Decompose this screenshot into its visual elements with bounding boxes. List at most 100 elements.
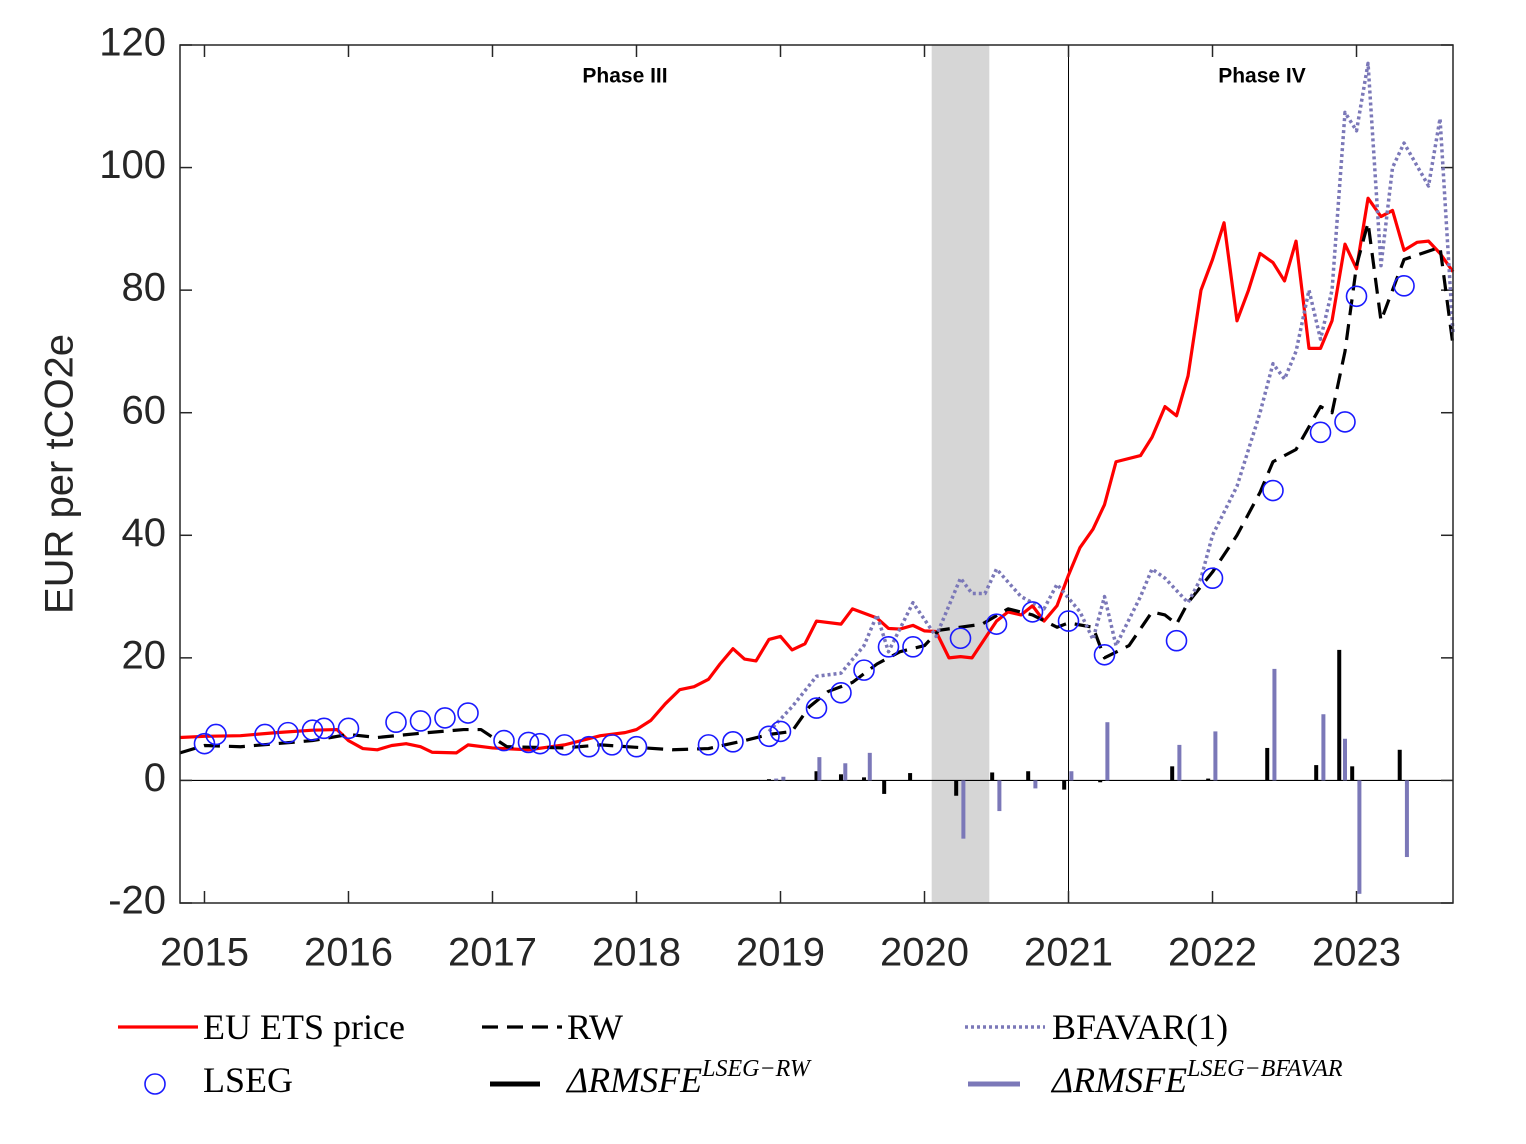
legend-superscript: LSEG−BFAVAR (1186, 1056, 1343, 1082)
data-point (1021, 601, 1044, 623)
bar (1350, 766, 1355, 781)
x-tick-label: 2023 (1312, 931, 1401, 975)
y-tick-label: 80 (122, 266, 167, 310)
data-point (1262, 479, 1284, 502)
data-point (578, 735, 600, 758)
data-point (1309, 421, 1332, 444)
bar (1337, 649, 1342, 781)
data-point (277, 721, 299, 744)
data-point (517, 731, 540, 754)
bar (781, 776, 786, 781)
bar (1026, 771, 1031, 781)
bar (1213, 731, 1218, 781)
data-point (409, 710, 432, 732)
data-point (985, 613, 1008, 635)
bar (882, 780, 887, 794)
data-point (337, 717, 360, 740)
data-point (697, 734, 720, 756)
bar (814, 771, 819, 781)
legend-label: ΔRMSFELSEG−RW (565, 1056, 812, 1100)
data-point (722, 731, 744, 753)
bar (1177, 744, 1182, 781)
x-tick-label: 2019 (736, 931, 825, 975)
legend-label: EU ETS price (203, 1007, 405, 1047)
bar (1314, 765, 1319, 781)
annotation: Phase III (582, 65, 667, 88)
data-point (553, 734, 576, 756)
bar (843, 763, 848, 781)
y-axis-label: EUR per tCO2e (38, 334, 82, 614)
x-tick-label: 2022 (1168, 931, 1257, 975)
x-tick-label: 2018 (592, 931, 681, 975)
y-tick-label: 0 (144, 756, 166, 800)
bar (1321, 714, 1326, 781)
series-line (767, 61, 1455, 733)
legend-label: ΔRMSFELSEG−BFAVAR (1050, 1056, 1343, 1100)
bar (1033, 780, 1038, 789)
bar (862, 777, 867, 781)
legend-name: LSEG (203, 1060, 293, 1100)
bar (1265, 747, 1270, 781)
legend-name: BFAVAR(1) (1052, 1007, 1228, 1047)
bar (954, 780, 959, 796)
data-point (1201, 567, 1224, 589)
x-tick-label: 2015 (160, 931, 249, 975)
x-tick-label: 2016 (304, 931, 393, 975)
bar (1062, 780, 1067, 790)
data-point (902, 636, 924, 658)
bar (774, 778, 779, 781)
bar (961, 780, 966, 839)
bar (817, 757, 822, 781)
data-point (457, 702, 479, 724)
data-point (758, 725, 780, 748)
y-tick-label: -20 (108, 879, 166, 923)
bar (1342, 738, 1347, 781)
bar (1069, 771, 1074, 781)
legend-label: LSEG (203, 1060, 293, 1100)
legend-superscript: LSEG−RW (701, 1056, 812, 1082)
y-tick-label: 20 (122, 633, 167, 677)
data-point (254, 723, 276, 746)
data-point (1345, 285, 1368, 308)
shaded-region (931, 45, 990, 903)
x-tick-label: 2017 (448, 931, 537, 975)
data-point (625, 735, 648, 758)
bar (1357, 780, 1362, 894)
bar (990, 772, 995, 781)
data-point (601, 734, 623, 756)
data-point (853, 659, 875, 681)
legend-label: BFAVAR(1) (1052, 1007, 1228, 1047)
data-point (1165, 629, 1188, 652)
y-tick-label: 60 (122, 388, 167, 432)
bar (1404, 780, 1409, 858)
bar (867, 752, 872, 781)
data-point (1334, 411, 1356, 433)
x-tick-label: 2021 (1024, 931, 1113, 975)
data-point (1057, 610, 1080, 632)
data-point (949, 627, 972, 650)
legend-name: RW (567, 1007, 623, 1047)
bar (838, 774, 843, 781)
series-line (179, 221, 1455, 755)
data-point (830, 681, 852, 704)
legend-name: ΔRMSFE (1050, 1060, 1187, 1100)
y-tick-label: 120 (99, 21, 166, 65)
legend-label: RW (567, 1007, 623, 1047)
bar (766, 779, 771, 781)
series-line (179, 196, 1455, 755)
y-tick-label: 100 (99, 143, 166, 187)
data-point (529, 732, 551, 755)
data-point (434, 707, 456, 729)
x-tick-label: 2020 (880, 931, 969, 975)
bar (1272, 668, 1277, 781)
bar (997, 780, 1002, 812)
bar (1098, 780, 1103, 783)
data-point (769, 720, 792, 743)
data-point (205, 723, 227, 746)
data-point (805, 697, 828, 719)
data-point (385, 711, 407, 734)
data-point (1393, 275, 1415, 297)
legend-swatch (144, 1073, 166, 1095)
bar (908, 773, 913, 781)
